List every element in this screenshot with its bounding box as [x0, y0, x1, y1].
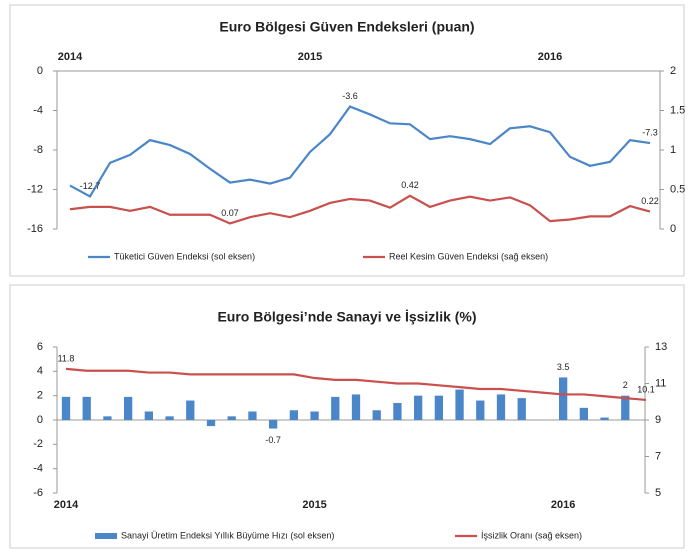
line [69, 105, 651, 198]
y-tick-label: -6 [33, 487, 43, 499]
bar [600, 417, 609, 420]
y2-tick-label: 5 [655, 487, 661, 499]
data-label: 0.07 [221, 208, 239, 218]
legend-swatch [95, 533, 117, 539]
legend-label: İşsizlik Oranı (sağ eksen) [481, 530, 582, 540]
bar [269, 420, 278, 429]
x-tick-label: 2016 [551, 499, 575, 511]
bar [289, 410, 298, 420]
y-tick-label: 2 [37, 390, 43, 402]
bar [103, 416, 112, 420]
bar [559, 377, 568, 420]
bar [455, 389, 464, 420]
y-tick-label: -16 [27, 223, 43, 235]
bar [434, 395, 443, 420]
x-tick-label: 2015 [298, 51, 322, 63]
y-tick-label: 0 [37, 65, 43, 77]
panel [9, 4, 685, 277]
legend-label: Sanayi Üretim Endeksi Yıllık Büyüme Hızı… [121, 530, 334, 540]
y-tick-label: -8 [33, 144, 43, 156]
bar [82, 396, 91, 420]
bar [517, 398, 526, 420]
y2-tick-label: 7 [655, 450, 661, 462]
bar [393, 402, 402, 420]
x-tick-label: 2014 [54, 499, 79, 511]
y2-tick-label: 11 [655, 377, 666, 389]
data-label: -0.7 [265, 435, 281, 445]
data-label: 3.5 [557, 362, 570, 372]
bar [331, 396, 340, 420]
chart-title: Euro Bölgesi’nde Sanayi ve İşsizlik (%) [217, 309, 476, 325]
y-tick-label: -4 [33, 463, 43, 475]
bar [124, 396, 133, 420]
bar [165, 416, 174, 420]
y-tick-label: 6 [37, 341, 43, 353]
y-tick-label: -12 [27, 183, 43, 195]
y2-tick-label: 0 [670, 223, 676, 235]
bar [248, 411, 257, 420]
bar [310, 411, 319, 420]
x-tick-label: 2016 [538, 51, 562, 63]
legend-label: Reel Kesim Güven Endeksi (sağ eksen) [389, 251, 548, 261]
panel [9, 284, 685, 549]
y2-tick-label: 0.5 [670, 183, 685, 195]
bar [414, 395, 423, 420]
bar [476, 400, 485, 420]
line [65, 367, 647, 402]
data-label: 10.1 [637, 384, 655, 394]
data-label: 0.42 [401, 180, 419, 190]
data-label: -3.6 [342, 91, 358, 101]
bar [227, 416, 236, 420]
bar [496, 394, 506, 420]
x-tick-label: 2015 [302, 499, 326, 511]
line [69, 194, 651, 225]
data-label: 2 [623, 380, 628, 390]
bar [61, 396, 71, 420]
bar [579, 407, 588, 420]
bar [372, 410, 381, 420]
bar [144, 411, 153, 420]
x-tick-label: 2014 [58, 51, 83, 63]
y2-tick-label: 1 [670, 144, 676, 156]
bar [351, 394, 361, 420]
bar [621, 395, 630, 420]
bar [206, 420, 216, 427]
data-label: 11.8 [58, 353, 75, 363]
y-tick-label: 4 [37, 365, 43, 377]
y-tick-label: 0 [37, 414, 43, 426]
legend-label: Tüketici Güven Endeksi (sol eksen) [114, 251, 255, 261]
y2-tick-label: 9 [655, 414, 661, 426]
y2-tick-label: 1.5 [670, 104, 685, 116]
y2-tick-label: 2 [670, 65, 676, 77]
bar [186, 400, 195, 420]
y-tick-label: -2 [33, 438, 43, 450]
data-label: 0.22 [641, 196, 659, 206]
y2-tick-label: 13 [655, 341, 667, 353]
data-label: -12.7 [80, 181, 101, 191]
data-label: -7.3 [642, 127, 658, 137]
chart-title: Euro Bölgesi Güven Endeksleri (puan) [219, 19, 474, 35]
y-tick-label: -4 [33, 104, 43, 116]
